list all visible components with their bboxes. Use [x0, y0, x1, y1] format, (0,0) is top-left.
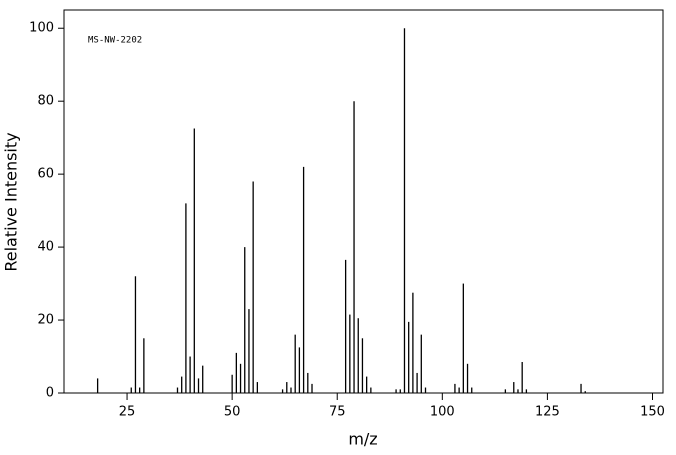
y-axis-label: Relative Intensity [2, 132, 21, 271]
plot-frame [63, 9, 664, 394]
x-axis-label: m/z [348, 430, 377, 449]
y-tick-label: 80 [37, 94, 54, 109]
y-tick-label: 40 [37, 240, 54, 255]
x-tick-label: 50 [224, 405, 241, 420]
x-tick-label: 125 [535, 405, 560, 420]
y-tick-label: 100 [29, 21, 54, 36]
y-tick-label: 0 [46, 386, 54, 401]
x-tick-label: 150 [640, 405, 665, 420]
x-tick-label: 75 [329, 405, 346, 420]
annotation: MS-NW-2202 [88, 36, 142, 46]
y-tick-label: 60 [37, 167, 54, 182]
x-tick-label: 25 [119, 405, 136, 420]
y-tick-label: 20 [37, 313, 54, 328]
x-tick-label: 100 [430, 405, 455, 420]
